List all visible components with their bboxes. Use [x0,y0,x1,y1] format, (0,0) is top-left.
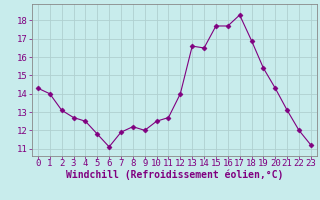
X-axis label: Windchill (Refroidissement éolien,°C): Windchill (Refroidissement éolien,°C) [66,169,283,180]
